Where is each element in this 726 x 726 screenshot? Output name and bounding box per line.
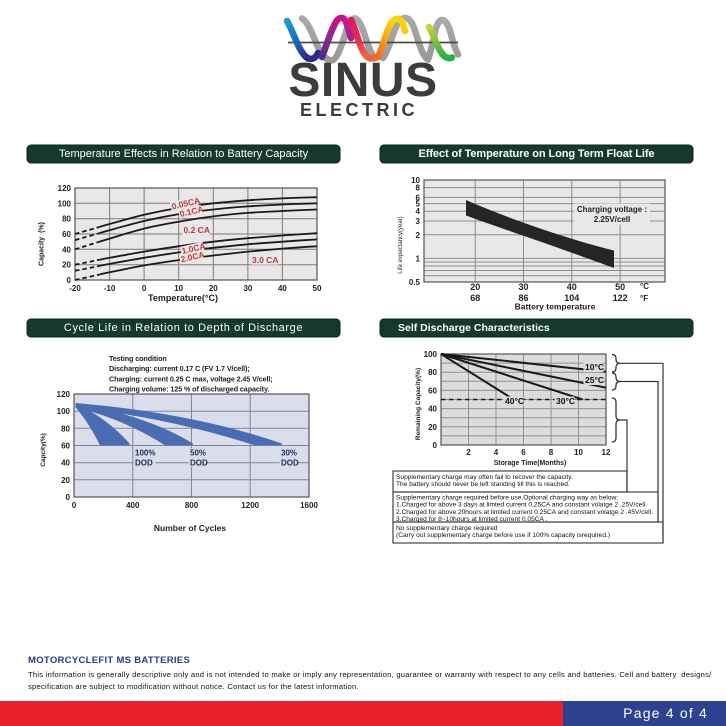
svg-text:50: 50 — [615, 282, 625, 292]
svg-text:Charging: current 0.25 C max: Charging: current 0.25 C max, voltage 2.… — [109, 374, 273, 383]
svg-text:20: 20 — [61, 476, 70, 485]
svg-text:No supplementary charge requir: No supplementary charge required — [396, 525, 498, 532]
svg-text:80: 80 — [428, 368, 437, 377]
svg-text:2: 2 — [466, 448, 471, 457]
svg-text:120: 120 — [57, 390, 71, 399]
svg-text:20: 20 — [62, 261, 71, 270]
svg-text:10: 10 — [411, 176, 420, 185]
svg-text:0: 0 — [66, 493, 71, 502]
svg-text:DOD: DOD — [281, 459, 299, 468]
svg-text:Capacity (%): Capacity (%) — [39, 222, 46, 266]
svg-text:20: 20 — [428, 423, 437, 432]
svg-text:30°C: 30°C — [556, 396, 575, 406]
svg-text:8: 8 — [549, 448, 554, 457]
svg-text:2.Charged for above 20hours at: 2.Charged for above 20hours at limited c… — [396, 509, 653, 516]
svg-text:40: 40 — [278, 284, 287, 293]
svg-text:Charging volume: 125 % of: Charging volume: 125 % of discharged cap… — [109, 385, 269, 394]
svg-text:60: 60 — [62, 230, 71, 239]
svg-text:2.25V/cell: 2.25V/cell — [594, 215, 630, 224]
svg-text:4: 4 — [494, 448, 499, 457]
svg-text:Charging voltage :: Charging voltage : — [577, 205, 647, 214]
svg-text:30%: 30% — [281, 449, 297, 458]
svg-text:1.Charged for above 3 days at: 1.Charged for above 3 days at limted cur… — [396, 502, 647, 509]
svg-text:Remaining Capacity(%): Remaining Capacity(%) — [415, 368, 422, 440]
svg-text:6: 6 — [416, 193, 421, 202]
svg-text:100: 100 — [424, 350, 438, 359]
svg-text:25°C: 25°C — [585, 375, 604, 385]
svg-text:4: 4 — [416, 207, 421, 216]
svg-text:6: 6 — [521, 448, 526, 457]
svg-text:2: 2 — [416, 231, 421, 240]
svg-text:1200: 1200 — [241, 501, 259, 510]
svg-text:(Carry out supplementary charg: (Carry out supplementary charge before u… — [396, 532, 610, 539]
svg-text:400: 400 — [126, 501, 140, 510]
svg-text:0: 0 — [72, 501, 77, 510]
svg-text:Temperature(°C): Temperature(°C) — [148, 293, 218, 303]
svg-text:-10: -10 — [104, 284, 116, 293]
svg-text:3.Charged for 8~10hours at lim: 3.Charged for 8~10hours at limited curre… — [396, 516, 547, 523]
svg-text:10: 10 — [574, 448, 583, 457]
svg-text:0.5: 0.5 — [409, 278, 421, 287]
svg-text:40°C: 40°C — [505, 396, 524, 406]
svg-text:20: 20 — [470, 282, 480, 292]
svg-text:40: 40 — [567, 282, 577, 292]
svg-text:50%: 50% — [190, 449, 206, 458]
svg-text:1600: 1600 — [300, 501, 318, 510]
svg-text:5: 5 — [416, 200, 421, 209]
svg-text:DOD: DOD — [190, 459, 208, 468]
svg-text:80: 80 — [61, 424, 70, 433]
svg-text:Capcity(%): Capcity(%) — [40, 433, 47, 467]
svg-text:Testing condition: Testing condition — [109, 354, 167, 363]
svg-text:-20: -20 — [69, 284, 81, 293]
svg-text:122: 122 — [613, 293, 628, 303]
svg-text:100%: 100% — [135, 449, 155, 458]
svg-text:Supplementary charge may often: Supplementary charge may often fail to r… — [396, 474, 573, 481]
svg-text:100: 100 — [57, 407, 71, 416]
svg-text:50: 50 — [313, 284, 322, 293]
svg-text:80: 80 — [62, 215, 71, 224]
svg-text:Supplementary charge required: Supplementary charge required before use… — [396, 495, 618, 502]
svg-text:68: 68 — [470, 293, 480, 303]
svg-text:120: 120 — [58, 184, 72, 193]
svg-text:Discharging: current 0.17 C: Discharging: current 0.17 C (FV 1.7 V/ce… — [109, 364, 250, 373]
svg-text:°C: °C — [640, 282, 649, 291]
svg-text:8: 8 — [416, 184, 421, 193]
svg-text:Self Discharge Characteristic: Self Discharge Characteristics — [398, 322, 550, 334]
svg-text:20: 20 — [209, 284, 218, 293]
svg-text:60: 60 — [428, 386, 437, 395]
svg-text:40: 40 — [62, 245, 71, 254]
svg-text:Storage Time(Months): Storage Time(Months) — [494, 460, 567, 467]
svg-text:30: 30 — [518, 282, 528, 292]
svg-text:100: 100 — [58, 199, 72, 208]
svg-text:0.2 CA: 0.2 CA — [184, 225, 210, 235]
svg-text:1: 1 — [416, 254, 421, 263]
svg-text:40: 40 — [428, 405, 437, 414]
svg-text:30: 30 — [243, 284, 252, 293]
svg-text:0: 0 — [67, 276, 72, 285]
svg-text:12: 12 — [602, 448, 611, 457]
svg-text:Effect of Temperature on Long: Effect of Temperature on Long Term Float… — [419, 148, 655, 160]
svg-text:104: 104 — [564, 293, 579, 303]
svg-text:60: 60 — [61, 442, 70, 451]
svg-text:Number of Cycles: Number of Cycles — [154, 523, 227, 533]
svg-text:800: 800 — [185, 501, 199, 510]
svg-text:The battery should never be l: The battery should never be left standin… — [396, 481, 570, 488]
svg-text:3: 3 — [416, 217, 421, 226]
svg-text:Temperature Effects in Relatio: Temperature Effects in Relation to Batte… — [59, 148, 309, 160]
svg-text:°F: °F — [640, 294, 648, 303]
svg-text:Battery temperature: Battery temperature — [515, 302, 596, 312]
svg-text:0: 0 — [433, 441, 438, 450]
svg-text:Cycle Life in Relation to Dept: Cycle Life in Relation to Depth of Disch… — [64, 322, 303, 334]
svg-text:DOD: DOD — [135, 459, 153, 468]
svg-text:10°C: 10°C — [585, 362, 604, 372]
svg-text:10: 10 — [174, 284, 183, 293]
svg-text:Life expectancy(year): Life expectancy(year) — [398, 216, 404, 273]
svg-text:86: 86 — [518, 293, 528, 303]
svg-text:3.0 CA: 3.0 CA — [252, 255, 278, 265]
svg-text:40: 40 — [61, 459, 70, 468]
svg-text:0: 0 — [142, 284, 147, 293]
